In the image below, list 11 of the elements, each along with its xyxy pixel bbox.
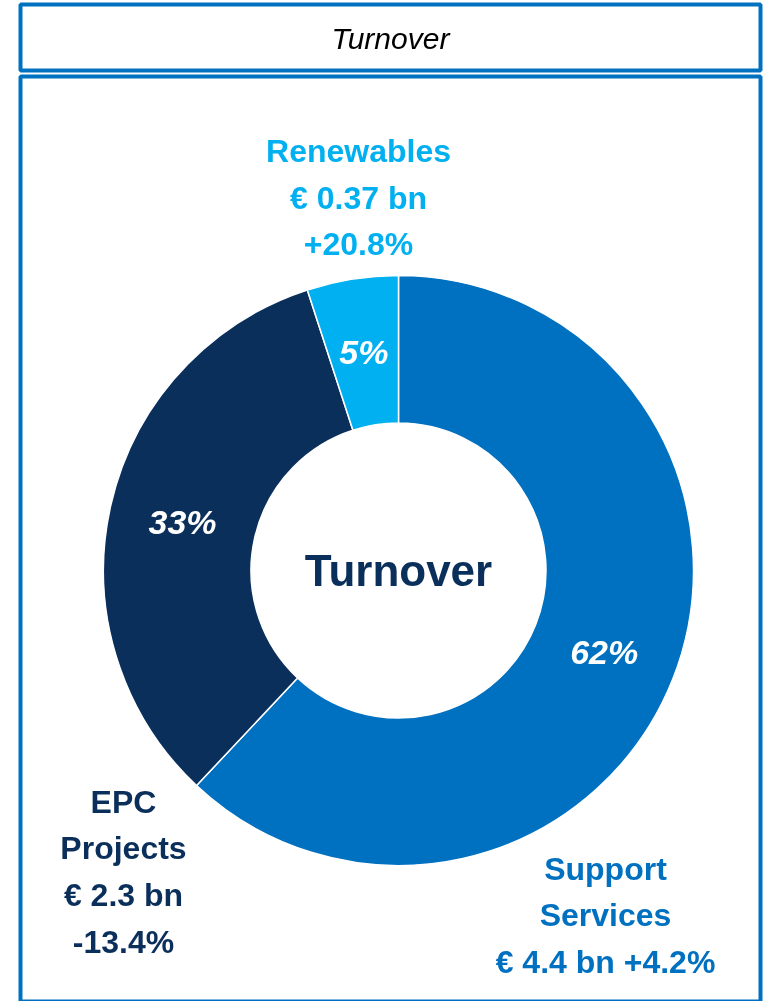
chart-title: Turnover xyxy=(331,22,451,55)
data-label: 62% xyxy=(570,632,639,671)
data-label: 5% xyxy=(339,332,389,371)
data-label: 33% xyxy=(148,503,217,542)
slice-label: Support Services xyxy=(539,850,672,934)
slice-label: EPC Projects xyxy=(60,783,187,867)
slice-label: Renewables xyxy=(266,132,451,169)
text: € 0.37 bn +20.8% xyxy=(290,179,427,263)
text: Turnover xyxy=(304,546,493,595)
text: € 2.3 bn -13.4% xyxy=(63,877,184,960)
text: € 4.4 bn +4.2% xyxy=(495,944,716,981)
